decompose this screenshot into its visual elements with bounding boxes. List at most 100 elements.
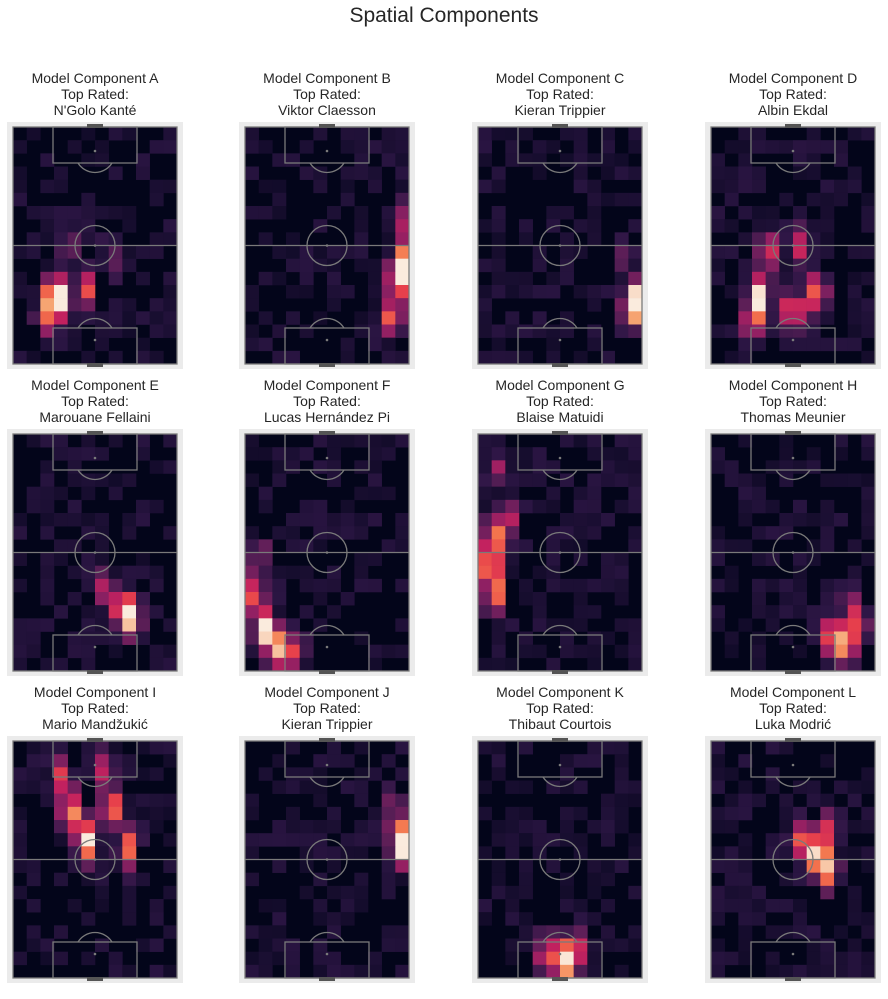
heat-cell [245,337,259,352]
heat-cell [40,657,55,672]
heat-cell [711,820,725,834]
heat-cell [779,337,794,352]
heat-cell [573,644,588,659]
heat-cell [163,754,178,768]
heat-cell [313,513,328,527]
heat-cell [601,166,615,180]
heat-cell [573,486,588,501]
heat-cell [381,285,396,299]
heat-cell [861,767,876,781]
heat-cell [573,592,588,606]
heat-cell [601,872,615,887]
heat-cell [163,806,178,821]
heat-cell [381,298,396,312]
pitch-spot [93,149,97,153]
heat-cell [67,337,82,352]
heat-cell [272,780,287,794]
heat-cell [765,140,780,154]
heat-cell [313,499,328,514]
heat-cell [54,311,68,325]
heat-cell [395,846,410,860]
pitch-spot [791,456,795,460]
heat-cell [327,754,341,768]
heat-cell [54,258,68,273]
heat-cell [122,592,137,606]
heat-cell [299,833,314,847]
heat-cell [546,285,561,299]
heat-cell [724,872,739,887]
heat-cell [711,951,725,966]
heat-cell [806,925,821,939]
heat-cell [847,780,862,794]
heat-cell [245,526,259,540]
heat-cell [587,219,602,233]
heat-cell [54,872,68,887]
heat-cell [861,473,876,487]
heat-cell [820,298,835,312]
heat-cell [820,539,835,553]
heat-cell [793,513,807,527]
heat-cell [861,324,876,338]
heat-cell [711,552,725,566]
heat-cell [847,618,862,632]
heat-cell [478,434,492,448]
heat-cell [13,846,27,860]
heat-cell [628,486,643,501]
heat-cell [272,153,287,167]
heat-cell [724,539,739,553]
heat-cell [149,499,164,514]
heat-cell [738,153,753,167]
heat-cell [163,644,178,659]
heat-cell [779,434,794,448]
heat-cell [163,618,178,632]
heat-cell [573,179,588,194]
heat-cell [806,258,821,273]
heat-cell [560,899,574,913]
heat-cell [122,206,137,220]
heat-cell [752,644,766,659]
heat-cell [587,951,602,966]
heat-cell [614,166,629,180]
heat-cell [13,166,27,180]
pitch-spot [558,338,562,342]
heat-cell [368,951,382,966]
heat-cell [395,285,410,299]
heat-cell [491,833,506,847]
heat-cell [601,285,615,299]
goal-top [319,431,335,435]
heat-cell [505,833,520,847]
heat-cell [95,324,109,338]
heat-cell [614,754,629,768]
pitch-heatmap [710,124,876,367]
heat-cell [806,605,821,619]
heat-cell [81,513,96,527]
pitch-spot [93,338,97,342]
heat-cell [505,140,520,154]
heat-cell [245,127,259,141]
heat-cell [560,644,574,659]
heat-cell [820,754,835,768]
heat-cell [95,552,109,566]
heat-cell [108,298,123,312]
heat-cell [26,350,41,365]
heat-cell [136,793,150,808]
heat-cell [81,767,96,781]
heat-cell [272,820,287,834]
heat-cell [847,793,862,808]
heat-cell [163,460,178,474]
heat-cell [738,298,753,312]
pitch-spot [791,763,795,767]
heat-cell [354,486,369,501]
heat-cell [861,552,876,566]
heat-cell [54,767,68,781]
heat-cell [614,258,629,273]
heat-cell [81,434,96,448]
heat-cell [381,925,396,939]
heat-cell [505,350,520,365]
component-name: Model Component L [729,684,857,700]
goal-top [87,431,103,435]
heat-cell [793,285,807,299]
heat-cell [340,526,355,540]
component-name: Model Component B [263,70,391,86]
heat-cell [122,806,137,821]
